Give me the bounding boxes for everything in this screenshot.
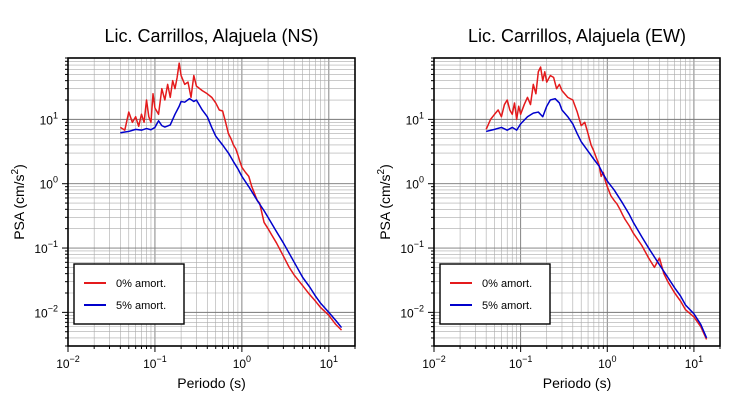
x-tick-exp: 0 <box>246 354 251 364</box>
y-tick-label: 10−2 <box>400 303 424 320</box>
series-line-amort-0 <box>485 66 708 340</box>
x-axis-label: Periodo (s) <box>543 375 611 391</box>
y-tick-label: 100 <box>40 175 58 192</box>
x-tick-base: 10 <box>143 357 157 371</box>
legend-box <box>439 263 551 325</box>
series-line-amort-5 <box>485 97 708 339</box>
x-tick-exp: −2 <box>70 354 80 364</box>
x-tick-label: 10−2 <box>56 354 80 371</box>
grid <box>67 57 356 347</box>
legend-item: 0% amort. <box>450 278 532 290</box>
y-tick-label: 101 <box>406 110 424 127</box>
y-axis-label-tail: ) <box>11 164 27 169</box>
legend-label: 0% amort. <box>482 278 532 290</box>
legend-item: 5% amort. <box>84 300 166 312</box>
y-tick-base: 10 <box>40 113 54 127</box>
x-tick-label: 101 <box>685 354 703 371</box>
chart-title: Lic. Carrillos, Alajuela (EW) <box>468 26 686 46</box>
y-tick-label: 10−2 <box>34 303 58 320</box>
plot-frame <box>67 57 356 347</box>
y-tick-base: 10 <box>406 113 420 127</box>
y-tick-exp: −1 <box>414 239 424 249</box>
y-axis-label: PSA (cm/s2) <box>10 164 27 240</box>
y-tick-label: 10−1 <box>400 239 424 256</box>
x-tick-base: 10 <box>233 357 247 371</box>
x-tick-label: 100 <box>233 354 251 371</box>
legend-item: 5% amort. <box>450 300 532 312</box>
plot-frame <box>433 57 721 347</box>
y-tick-base: 10 <box>400 242 414 256</box>
y-tick-base: 10 <box>400 306 414 320</box>
x-tick-exp: 0 <box>611 354 616 364</box>
x-tick-label: 10−2 <box>422 354 446 371</box>
legend: 0% amort. 5% amort. <box>439 263 551 325</box>
y-tick-exp: 0 <box>53 175 58 185</box>
legend-label: 5% amort. <box>482 300 532 312</box>
chart-title: Lic. Carrillos, Alajuela (NS) <box>104 26 318 46</box>
y-tick-label: 10−1 <box>34 239 58 256</box>
x-tick-label: 10−1 <box>509 354 533 371</box>
x-tick-exp: −1 <box>522 354 532 364</box>
y-axis-label-tail: ) <box>377 164 393 169</box>
y-tick-exp: −2 <box>414 303 424 313</box>
x-tick-exp: 1 <box>333 354 338 364</box>
y-axis-label-sup: 2 <box>376 168 387 174</box>
legend-label: 5% amort. <box>116 300 166 312</box>
y-axis-label-main: PSA (cm/s <box>377 174 393 239</box>
x-tick-base: 10 <box>56 357 70 371</box>
x-tick-exp: −1 <box>156 354 166 364</box>
x-tick-base: 10 <box>509 357 523 371</box>
x-tick-label: 10−1 <box>143 354 167 371</box>
y-tick-label: 100 <box>406 175 424 192</box>
x-tick-label: 100 <box>598 354 616 371</box>
x-tick-exp: 1 <box>698 354 703 364</box>
x-tick-base: 10 <box>422 357 436 371</box>
y-tick-exp: 0 <box>419 175 424 185</box>
y-tick-base: 10 <box>406 178 420 192</box>
series-line-amort-0 <box>119 62 343 331</box>
x-axis-label: Periodo (s) <box>177 375 245 391</box>
x-tick-exp: −2 <box>436 354 446 364</box>
y-tick-base: 10 <box>40 178 54 192</box>
y-tick-exp: 1 <box>419 110 424 120</box>
x-tick-base: 10 <box>598 357 612 371</box>
x-tick-base: 10 <box>685 357 699 371</box>
legend: 0% amort. 5% amort. <box>73 263 185 325</box>
y-tick-exp: −1 <box>48 239 58 249</box>
y-axis-label: PSA (cm/s2) <box>376 164 393 240</box>
x-tick-label: 101 <box>320 354 338 371</box>
y-tick-base: 10 <box>34 306 48 320</box>
legend-item: 0% amort. <box>84 278 166 290</box>
legend-box <box>73 263 185 325</box>
series-line-amort-5 <box>120 97 343 329</box>
y-axis-label-main: PSA (cm/s <box>11 174 27 239</box>
y-tick-label: 101 <box>40 110 58 127</box>
y-axis-label-sup: 2 <box>10 168 21 174</box>
y-tick-exp: 1 <box>53 110 58 120</box>
x-tick-base: 10 <box>320 357 334 371</box>
legend-label: 0% amort. <box>116 278 166 290</box>
y-tick-base: 10 <box>34 242 48 256</box>
y-tick-exp: −2 <box>48 303 58 313</box>
